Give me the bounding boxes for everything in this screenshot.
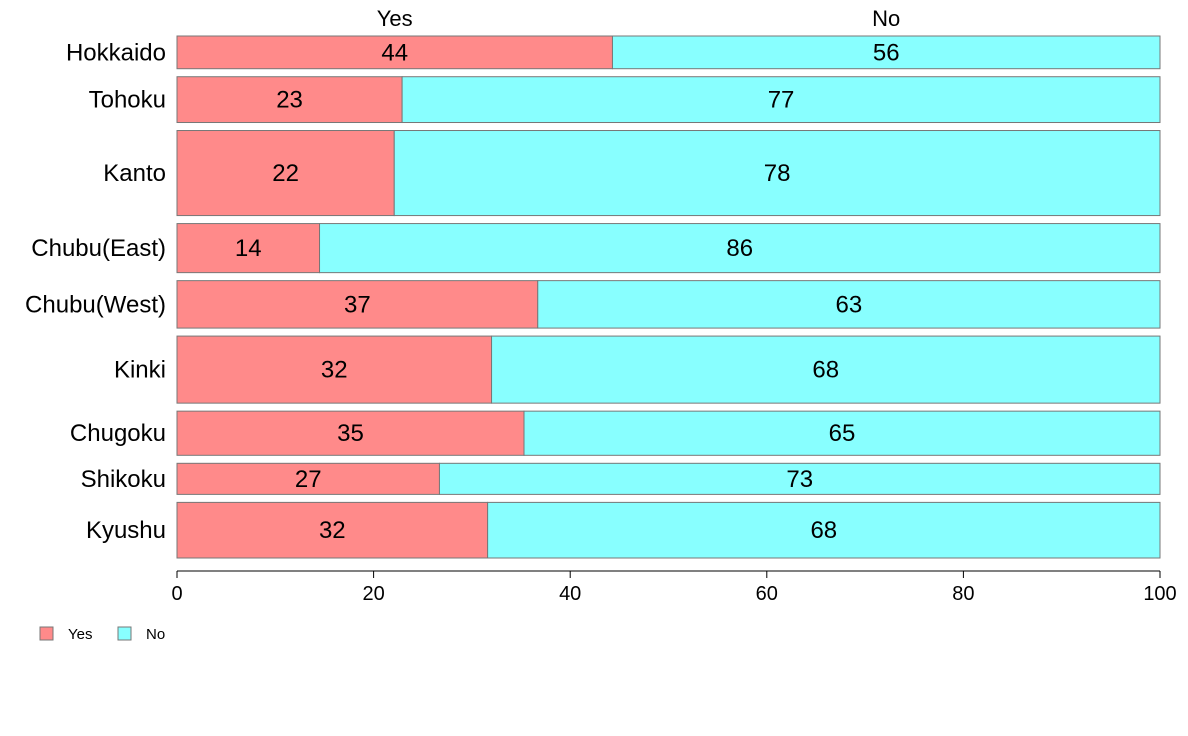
value-label: 68 (812, 357, 839, 384)
legend: Yes No (39, 626, 165, 643)
value-label: 63 (836, 291, 863, 318)
value-label: 23 (276, 87, 303, 114)
bar-yes-kanto (176, 130, 395, 217)
value-label: 73 (786, 466, 813, 493)
value-label: 56 (873, 39, 900, 66)
value-label: 32 (319, 517, 346, 544)
bar-no-kyushu (487, 501, 1161, 559)
legend-swatch-no (117, 626, 132, 641)
bar-no-chubuwest (537, 280, 1161, 329)
category-label: Tohoku (89, 87, 166, 114)
bar-yes-chubuwest (176, 280, 539, 329)
value-label: 14 (235, 235, 262, 262)
value-label: 22 (272, 160, 299, 187)
bar-no-hokkaido (611, 35, 1161, 70)
value-label: 77 (768, 87, 795, 114)
legend-label-no: No (146, 626, 165, 643)
legend-label-yes: Yes (68, 626, 92, 643)
x-tick-label: 40 (559, 583, 581, 605)
value-label: 65 (829, 420, 856, 447)
bar-no-kinki (491, 335, 1161, 404)
x-tick-label: 60 (756, 583, 778, 605)
bar-no-tohoku (401, 76, 1161, 124)
value-label: 35 (337, 420, 364, 447)
legend-swatch-yes (39, 626, 54, 641)
value-label: 68 (810, 517, 837, 544)
category-label: Kinki (114, 357, 166, 384)
category-label: Kyushu (86, 517, 166, 544)
column-header: Yes (377, 6, 413, 31)
value-label: 86 (726, 235, 753, 262)
category-label: Shikoku (81, 466, 166, 493)
category-label: Hokkaido (66, 39, 166, 66)
bar-no-chubueast (319, 223, 1161, 274)
bar-yes-hokkaido (176, 35, 613, 70)
column-headers: Yes No (377, 6, 901, 31)
bar-no-chugoku (523, 410, 1161, 456)
bar-no-shikoku (438, 462, 1161, 495)
value-label: 44 (381, 39, 408, 66)
bar-no-kanto (393, 130, 1161, 217)
x-tick-label: 100 (1143, 583, 1176, 605)
category-label: Chubu(East) (31, 235, 166, 262)
bar-yes-chubueast (176, 223, 321, 274)
category-label: Chugoku (70, 420, 166, 447)
category-label: Kanto (103, 160, 166, 187)
category-label: Chubu(West) (25, 291, 166, 318)
bar-yes-tohoku (176, 76, 403, 124)
bar-yes-kyushu (176, 501, 489, 559)
bars-group: 44 56 Hokkaido 23 77 Tohoku 22 78 Kanto 14 86 Chubu… (25, 35, 1161, 559)
x-tick-label: 20 (362, 583, 384, 605)
x-tick-label: 0 (171, 583, 182, 605)
value-label: 27 (295, 466, 322, 493)
column-header: No (872, 6, 900, 31)
x-axis: 0 20 40 60 80 100 (171, 570, 1177, 605)
value-label: 32 (321, 357, 348, 384)
value-label: 78 (764, 160, 791, 187)
bar-yes-chugoku (176, 410, 525, 456)
x-tick-label: 80 (952, 583, 974, 605)
value-label: 37 (344, 291, 371, 318)
